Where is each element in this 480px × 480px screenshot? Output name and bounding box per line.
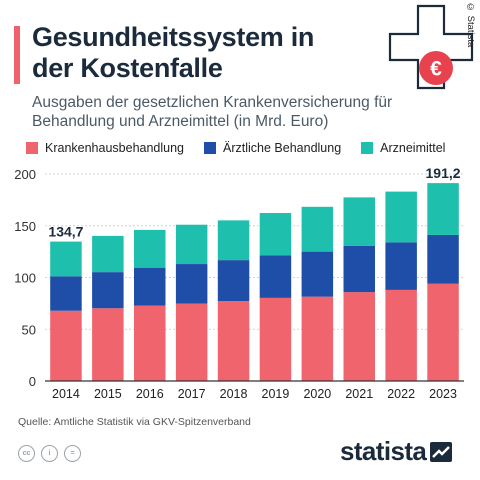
- legend-item-arznei: Arzneimittel: [361, 141, 445, 155]
- y-tick-label: 200: [14, 167, 36, 182]
- legend-label-arznei: Arzneimittel: [380, 141, 446, 155]
- bar-segment-aerztlich: [92, 272, 124, 309]
- legend-swatch-aerztlich: [204, 142, 217, 154]
- x-tick-label: 2017: [178, 387, 206, 401]
- euro-symbol: €: [430, 58, 442, 81]
- bar-segment-aerztlich: [385, 242, 417, 290]
- y-tick-label: 50: [22, 322, 36, 337]
- bar-segment-arznei: [175, 224, 208, 265]
- bar-segment-arznei: [259, 213, 292, 256]
- bar-segment-arznei: [301, 206, 334, 252]
- bar-segment-krankenhaus: [92, 308, 124, 381]
- x-tick-label: 2022: [387, 387, 415, 401]
- bar-segment-krankenhaus: [427, 283, 459, 381]
- legend-label-krankenhaus: Krankenhausbehandlung: [45, 141, 185, 155]
- brand-wordmark: statista: [340, 436, 427, 466]
- bar-segment-aerztlich: [134, 267, 166, 306]
- y-tick-label: 100: [14, 271, 36, 286]
- bar-segment-aerztlich: [217, 260, 250, 302]
- bar-segment-arznei: [92, 235, 124, 273]
- bar-segment-aerztlich: [175, 264, 208, 304]
- cc-license-icon: cc: [18, 445, 35, 462]
- x-tick-label: 2020: [303, 387, 331, 401]
- no-derivatives-icon: =: [64, 445, 81, 462]
- legend-label-aerztlich: Ärztliche Behandlung: [223, 141, 342, 155]
- bar-segment-arznei: [50, 241, 82, 277]
- attribution-icon: i: [41, 445, 58, 462]
- chart-title: Gesundheitssystem in der Kostenfalle: [32, 22, 315, 83]
- bar-segment-krankenhaus: [301, 296, 334, 381]
- x-tick-label: 2014: [52, 387, 80, 401]
- x-tick-label: 2021: [345, 387, 373, 401]
- bar-segment-aerztlich: [301, 251, 334, 297]
- source-note: Quelle: Amtliche Statistik via GKV-Spitz…: [18, 416, 251, 428]
- x-tick-label: 2016: [136, 387, 164, 401]
- chart-subtitle: Ausgaben der gesetzlichen Krankenversich…: [32, 94, 393, 130]
- bar-segment-arznei: [427, 183, 459, 235]
- bar-segment-arznei: [385, 191, 417, 243]
- x-tick-label: 2019: [262, 387, 290, 401]
- bar-segment-aerztlich: [50, 276, 82, 311]
- bar-segment-arznei: [134, 229, 166, 268]
- bar-segment-krankenhaus: [217, 301, 250, 381]
- data-label: 134,7: [48, 224, 83, 240]
- legend-item-krankenhaus: Krankenhausbehandlung: [26, 141, 184, 155]
- legend-item-aerztlich: Ärztliche Behandlung: [204, 141, 341, 155]
- stacked-bar-chart: 0 50 100 150 200 2014 2015 2016 2017 2018 2019 2020…: [14, 165, 464, 401]
- legend-swatch-arznei: [361, 142, 374, 154]
- y-tick-label: 0: [29, 374, 36, 389]
- statista-brand: statista: [340, 436, 453, 467]
- legend-swatch-krankenhaus: [26, 142, 38, 154]
- x-tick-label: 2018: [220, 387, 248, 401]
- bar-segment-krankenhaus: [343, 292, 375, 381]
- bar-segment-krankenhaus: [385, 289, 417, 381]
- bar-segment-krankenhaus: [259, 297, 292, 381]
- bar-segment-aerztlich: [343, 245, 375, 293]
- x-tick-label: 2023: [429, 387, 457, 401]
- x-tick-label: 2015: [94, 387, 122, 401]
- bar-segment-aerztlich: [427, 234, 459, 284]
- bar-segment-krankenhaus: [175, 303, 208, 381]
- accent-bar: [14, 26, 20, 84]
- copyright-label: © Statista: [465, 2, 476, 48]
- statista-logo-icon: [430, 441, 453, 462]
- legend: Krankenhausbehandlung Ärztliche Behandlu…: [26, 139, 465, 157]
- data-label: 191,2: [426, 165, 461, 181]
- bar-segment-aerztlich: [259, 255, 292, 298]
- license-icons: cc i =: [18, 445, 87, 462]
- medical-cross-euro-icon: €: [388, 4, 474, 90]
- bar-segment-krankenhaus: [134, 305, 166, 381]
- y-tick-label: 150: [14, 219, 36, 234]
- bar-segment-arznei: [217, 220, 250, 261]
- bar-segment-krankenhaus: [50, 310, 82, 381]
- bar-segment-arznei: [343, 197, 375, 246]
